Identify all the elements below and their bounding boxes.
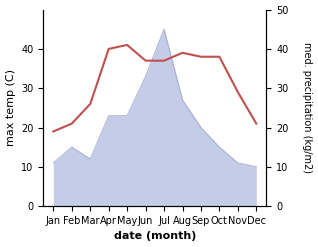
X-axis label: date (month): date (month) xyxy=(114,231,196,242)
Y-axis label: max temp (C): max temp (C) xyxy=(5,69,16,146)
Y-axis label: med. precipitation (kg/m2): med. precipitation (kg/m2) xyxy=(302,42,313,173)
